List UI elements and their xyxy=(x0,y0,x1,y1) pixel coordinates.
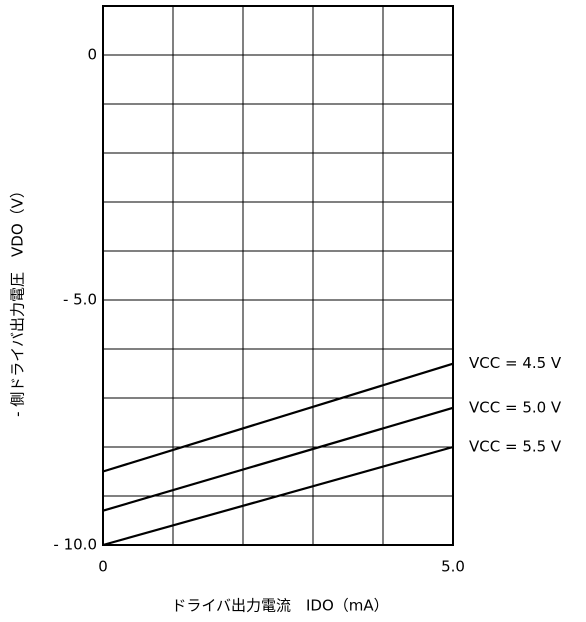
legend-label: VCC = 5.0 V xyxy=(469,398,562,416)
series-line xyxy=(102,445,454,547)
y-tick-label: - 10.0 xyxy=(53,536,97,554)
legend-label: VCC = 5.5 V xyxy=(469,438,562,456)
plot-frame xyxy=(102,5,454,546)
x-tick-label: 0 xyxy=(98,558,108,576)
x-axis-label: ドライバ出力電流 IDO（mA） xyxy=(171,597,388,615)
legend-label: VCC = 4.5 V xyxy=(469,354,562,372)
y-tick-label: - 5.0 xyxy=(63,291,97,309)
y-tick-label: 0 xyxy=(87,46,97,64)
series-line xyxy=(102,362,454,473)
y-axis-label: - 側ドライバ出力電圧 VDO（V） xyxy=(9,183,27,417)
x-tick-label: 5.0 xyxy=(441,558,465,576)
series-line xyxy=(102,406,454,512)
